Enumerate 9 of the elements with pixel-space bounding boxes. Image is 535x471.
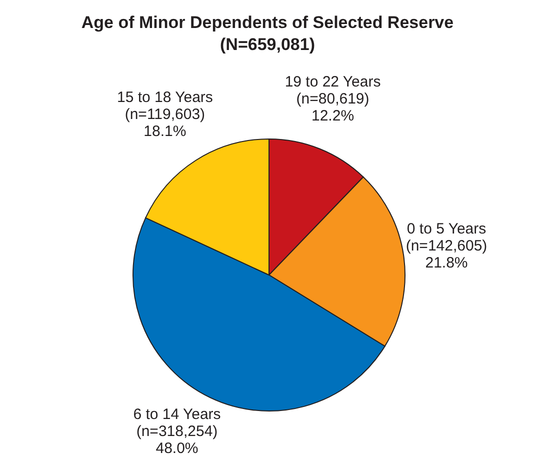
slice-label: 19 to 22 Years (284, 73, 381, 90)
chart-title: Age of Minor Dependents of Selected Reserve (N=659,081) (80, 12, 455, 56)
data-label: (n=142,605) 21.8% (406, 238, 488, 272)
data-label: (n=119,603) 18.1% (124, 106, 206, 140)
slice-label: 6 to 14 Years (133, 406, 221, 424)
slice-label: 15 to 18 Years (117, 88, 213, 106)
data-label: (n=318,254) 48.0% (136, 423, 218, 458)
data-label: (n=80,619) 12.2% (296, 90, 370, 124)
slice-label: 0 to 5 Years (406, 220, 486, 238)
